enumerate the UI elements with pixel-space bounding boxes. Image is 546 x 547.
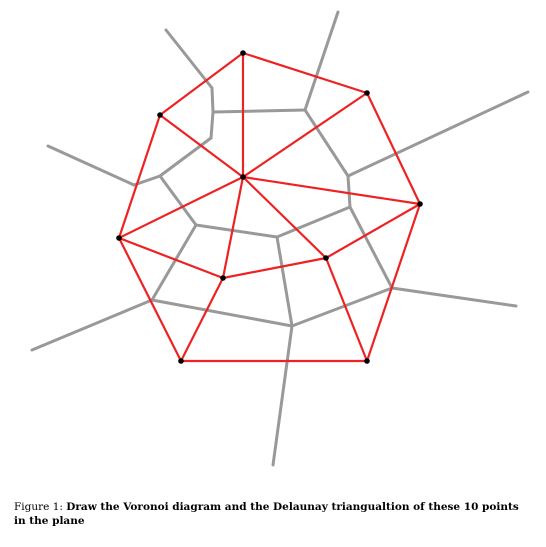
voronoi-diagram (30, 10, 530, 467)
voronoi-edge (303, 10, 340, 112)
voronoi-edge (275, 205, 352, 239)
delaunay-edge (221, 256, 328, 280)
voronoi-edge (132, 174, 162, 187)
voronoi-delaunay-figure (30, 10, 530, 467)
delaunay-edge (365, 202, 422, 363)
voronoi-edge (271, 324, 294, 467)
delaunay-edge (241, 175, 422, 206)
site-points (116, 50, 423, 364)
site-point (116, 235, 122, 241)
site-point (323, 255, 329, 261)
delaunay-edge (117, 236, 225, 280)
site-point (364, 90, 370, 96)
voronoi-edge (209, 110, 215, 140)
delaunay-edge (117, 113, 162, 240)
voronoi-edge (346, 174, 352, 209)
voronoi-edge (275, 235, 294, 328)
voronoi-edge (158, 174, 198, 227)
voronoi-edge (164, 28, 214, 90)
site-point (240, 50, 246, 56)
delaunay-edge (324, 202, 422, 260)
delaunay-edge (241, 91, 369, 179)
voronoi-edge (30, 298, 154, 352)
caption-prefix: Figure 1: (14, 501, 67, 513)
site-point (157, 112, 163, 118)
delaunay-edge (158, 51, 245, 117)
delaunay-edge (179, 276, 225, 363)
voronoi-edge (346, 90, 530, 178)
voronoi-edge (290, 286, 394, 328)
voronoi-edge (46, 144, 136, 187)
delaunay-edge (117, 236, 183, 363)
delaunay-edge (365, 91, 422, 206)
voronoi-edge (194, 223, 279, 239)
delaunay-edge (117, 175, 245, 240)
site-point (178, 358, 184, 364)
caption-text: Draw the Voronoi diagram and the Delauna… (14, 501, 519, 527)
delaunay-edge (241, 51, 369, 95)
site-point (364, 358, 370, 364)
delaunay-edge (241, 175, 328, 260)
voronoi-edge (390, 286, 518, 308)
voronoi-edge (210, 86, 215, 114)
site-point (417, 201, 423, 207)
delaunay-edge (221, 175, 245, 280)
voronoi-edge (158, 136, 213, 178)
voronoi-edge (150, 223, 198, 302)
voronoi-edge (303, 108, 350, 178)
figure-caption: Figure 1: Draw the Voronoi diagram and t… (14, 500, 534, 528)
delaunay-triangulation (117, 51, 422, 363)
voronoi-edge (211, 108, 307, 114)
site-point (220, 275, 226, 281)
delaunay-edge (158, 113, 245, 179)
delaunay-edge (324, 256, 369, 363)
site-point (240, 174, 246, 180)
voronoi-edge (348, 205, 394, 290)
voronoi-edge (150, 298, 294, 328)
